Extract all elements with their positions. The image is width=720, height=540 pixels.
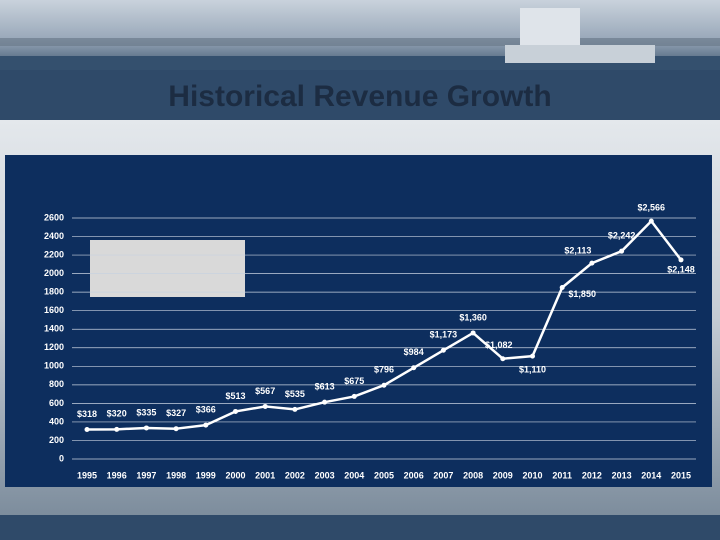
- y-tick-label: 2200: [44, 249, 64, 259]
- point: [500, 356, 506, 362]
- data-label: $1,110: [519, 364, 546, 374]
- x-tick-label: 2006: [404, 470, 424, 480]
- data-label: $613: [315, 382, 335, 392]
- chart-panel: [5, 155, 712, 487]
- x-tick-label: 2014: [641, 470, 661, 480]
- x-tick-label: 2001: [255, 470, 275, 480]
- x-tick-label: 1999: [196, 470, 216, 480]
- y-tick-label: 200: [49, 435, 64, 445]
- data-label: $1,082: [485, 340, 513, 350]
- x-tick-label: 2009: [493, 470, 513, 480]
- y-tick-label: 1600: [44, 305, 64, 315]
- point: [381, 382, 387, 388]
- y-tick-label: 1000: [44, 361, 64, 371]
- point: [648, 218, 654, 224]
- point: [530, 353, 535, 359]
- data-label: $320: [107, 409, 127, 419]
- data-label: $1,850: [568, 289, 596, 299]
- blank-box: [90, 240, 245, 297]
- y-tick-label: 2600: [44, 212, 64, 222]
- footer-bar: [0, 515, 720, 540]
- data-label: $567: [255, 386, 275, 396]
- point: [143, 425, 149, 431]
- x-tick-label: 2011: [552, 470, 572, 480]
- y-tick-label: 1400: [44, 324, 64, 334]
- y-tick-label: 0: [59, 453, 64, 463]
- shoreline: [0, 38, 720, 46]
- data-label: $366: [196, 404, 216, 414]
- slide-title: Historical Revenue Growth: [168, 80, 551, 113]
- x-tick-label: 1998: [166, 470, 186, 480]
- point: [84, 427, 90, 433]
- y-tick-label: 400: [49, 416, 64, 426]
- data-label: $1,173: [430, 330, 458, 340]
- point: [678, 257, 684, 263]
- point: [351, 393, 357, 399]
- x-tick-label: 2004: [344, 470, 364, 480]
- x-tick-label: 2010: [522, 470, 542, 480]
- data-label: $675: [344, 376, 364, 386]
- x-tick-label: 2012: [582, 470, 602, 480]
- data-label: $335: [136, 407, 156, 417]
- x-tick-label: 1995: [77, 470, 97, 480]
- data-label: $318: [77, 409, 97, 419]
- data-label: $327: [166, 408, 186, 418]
- x-tick-label: 1997: [136, 470, 156, 480]
- data-label: $2,148: [667, 264, 695, 274]
- x-tick-label: 2013: [612, 470, 632, 480]
- point: [589, 260, 595, 266]
- y-tick-label: 1800: [44, 287, 64, 297]
- barge: [505, 45, 655, 63]
- x-tick-label: 2002: [285, 470, 305, 480]
- data-label: $2,113: [564, 246, 591, 256]
- data-label: $796: [374, 365, 394, 375]
- point: [411, 365, 417, 371]
- title-bar: [0, 70, 720, 120]
- x-tick-label: 2008: [463, 470, 483, 480]
- y-tick-label: 1200: [44, 342, 64, 352]
- x-tick-label: 2000: [225, 470, 245, 480]
- point: [173, 426, 179, 432]
- x-tick-label: 1996: [107, 470, 127, 480]
- point: [114, 426, 120, 432]
- data-label: $513: [225, 391, 245, 401]
- point: [203, 422, 209, 428]
- y-tick-label: 800: [49, 379, 64, 389]
- y-tick-label: 600: [49, 398, 64, 408]
- point: [440, 347, 446, 353]
- point: [619, 248, 625, 254]
- x-tick-label: 2015: [671, 470, 691, 480]
- point: [262, 403, 268, 409]
- point: [233, 408, 238, 414]
- data-label: $1,360: [459, 312, 487, 322]
- x-tick-label: 2007: [433, 470, 453, 480]
- x-tick-label: 2005: [374, 470, 394, 480]
- y-tick-label: 2000: [44, 268, 64, 278]
- data-label: $984: [404, 347, 424, 357]
- data-label: $535: [285, 389, 305, 399]
- data-label: $2,242: [608, 231, 636, 241]
- y-tick-label: 2400: [44, 231, 64, 241]
- point: [322, 399, 328, 405]
- point: [559, 285, 565, 291]
- chart: 0 200 400 600 800 1000 1200 1400 1600 1800 2000 220…: [44, 203, 696, 480]
- point: [470, 330, 476, 336]
- data-label: $2,566: [638, 203, 666, 213]
- point: [292, 406, 298, 412]
- x-tick-label: 2003: [315, 470, 335, 480]
